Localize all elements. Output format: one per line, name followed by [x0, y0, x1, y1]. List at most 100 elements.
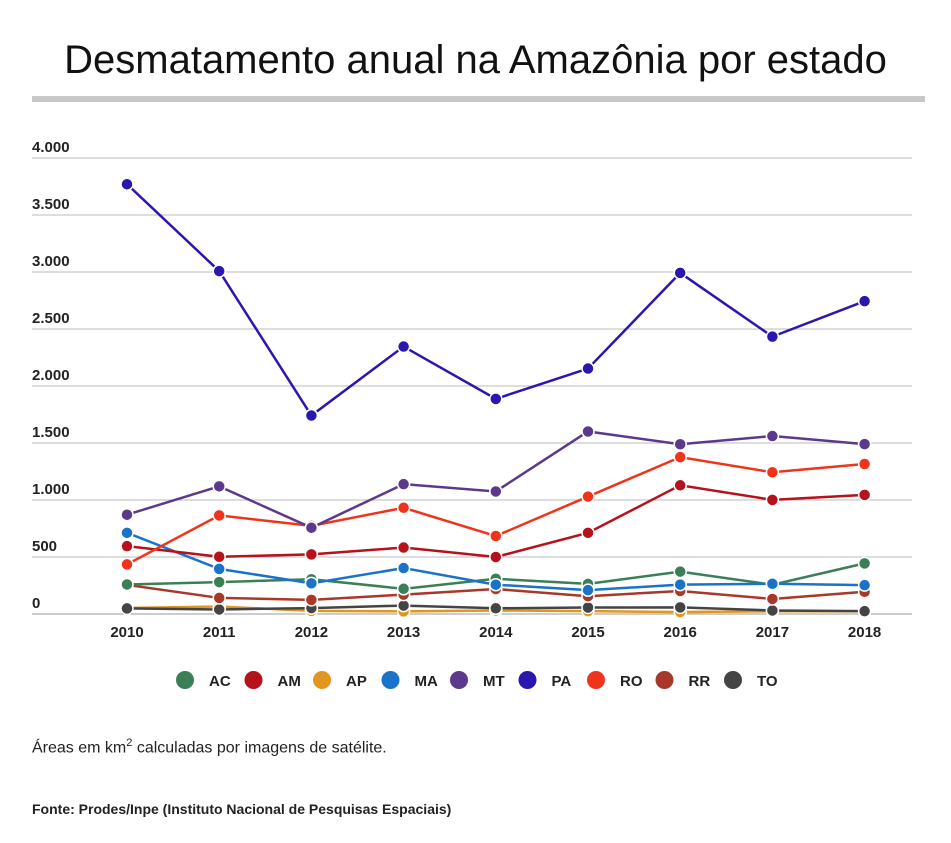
- data-point[interactable]: [120, 577, 134, 592]
- legend-label: TO: [757, 673, 778, 690]
- data-point[interactable]: [765, 577, 780, 591]
- data-point[interactable]: [212, 264, 226, 278]
- data-point[interactable]: [673, 564, 687, 579]
- data-point[interactable]: [212, 562, 226, 576]
- note-text-end: calculadas por imagens de satélite.: [132, 739, 387, 757]
- data-point[interactable]: [673, 600, 687, 615]
- data-point[interactable]: [304, 520, 319, 535]
- data-point[interactable]: [212, 508, 226, 523]
- legend-item-ac[interactable]: AC: [176, 671, 231, 690]
- data-point[interactable]: [581, 489, 595, 504]
- legend-label: RR: [689, 673, 711, 690]
- data-point[interactable]: [673, 450, 687, 464]
- legend-marker: [724, 671, 742, 689]
- title-divider: [32, 96, 925, 102]
- data-point[interactable]: [857, 578, 872, 592]
- chart-title: Desmatamento anual na Amazônia por estad…: [64, 38, 887, 82]
- data-point[interactable]: [489, 577, 503, 592]
- data-point[interactable]: [857, 437, 872, 451]
- legend-marker: [587, 671, 605, 689]
- data-point[interactable]: [212, 591, 226, 605]
- data-point[interactable]: [765, 329, 780, 344]
- data-point[interactable]: [673, 478, 687, 493]
- data-point[interactable]: [765, 592, 780, 606]
- data-point[interactable]: [212, 602, 226, 617]
- data-point[interactable]: [581, 583, 595, 597]
- series-line: [126, 455, 865, 566]
- data-point[interactable]: [120, 539, 134, 553]
- x-tick-label: 2018: [848, 624, 881, 641]
- data-point[interactable]: [396, 561, 411, 575]
- source-text: Fonte: Prodes/Inpe (Instituto Nacional d…: [32, 801, 452, 817]
- series-line: [126, 430, 865, 530]
- data-point[interactable]: [489, 392, 503, 406]
- y-tick-label: 500: [32, 538, 57, 555]
- data-point[interactable]: [212, 550, 226, 564]
- data-point[interactable]: [581, 600, 595, 615]
- y-tick-label: 1.000: [32, 481, 70, 498]
- legend-marker: [244, 671, 263, 689]
- data-point[interactable]: [304, 408, 319, 423]
- data-point[interactable]: [673, 437, 687, 452]
- legend-label: PA: [552, 673, 572, 690]
- legend-marker: [176, 671, 194, 689]
- x-tick-label: 2017: [756, 624, 789, 641]
- data-point[interactable]: [120, 526, 134, 540]
- legend-item-ap[interactable]: AP: [313, 671, 367, 690]
- legend-label: AC: [209, 673, 231, 690]
- legend-marker: [381, 671, 400, 689]
- data-point[interactable]: [396, 339, 411, 354]
- series-mt: [120, 424, 872, 535]
- data-point[interactable]: [765, 465, 780, 480]
- series-line: [126, 183, 866, 418]
- data-point[interactable]: [396, 540, 411, 555]
- data-point[interactable]: [396, 582, 411, 596]
- x-tick-label: 2012: [295, 624, 328, 641]
- data-point[interactable]: [212, 575, 226, 589]
- data-point[interactable]: [857, 457, 872, 471]
- data-point[interactable]: [673, 266, 687, 280]
- note-text: Áreas em km: [32, 739, 127, 757]
- data-point[interactable]: [120, 601, 134, 616]
- data-point[interactable]: [304, 576, 319, 591]
- data-point[interactable]: [857, 294, 872, 308]
- legend-marker: [518, 671, 537, 689]
- legend-item-mt[interactable]: MT: [450, 671, 505, 690]
- legend-label: AP: [346, 673, 367, 690]
- data-point[interactable]: [581, 424, 595, 439]
- data-point[interactable]: [489, 601, 503, 616]
- data-point[interactable]: [489, 484, 503, 499]
- data-point[interactable]: [673, 577, 687, 592]
- data-point[interactable]: [857, 604, 872, 618]
- data-point[interactable]: [489, 529, 503, 543]
- units-note: Áreas em km2 calculadas por imagens de s…: [32, 737, 387, 757]
- data-point[interactable]: [765, 429, 780, 443]
- data-point[interactable]: [489, 550, 503, 564]
- y-tick-label: 3.500: [32, 196, 70, 213]
- legend-item-to[interactable]: TO: [724, 671, 778, 690]
- data-point[interactable]: [120, 507, 134, 522]
- y-tick-label: 0: [32, 595, 40, 612]
- legend-label: MA: [415, 673, 438, 690]
- data-point[interactable]: [857, 556, 872, 571]
- data-point[interactable]: [581, 526, 595, 540]
- legend-item-pa[interactable]: PA: [518, 671, 572, 690]
- data-point[interactable]: [120, 557, 134, 572]
- y-tick-label: 4.000: [32, 139, 70, 156]
- legend-item-am[interactable]: AM: [244, 671, 301, 690]
- data-point[interactable]: [212, 479, 226, 494]
- series-pa: [120, 177, 872, 423]
- data-point[interactable]: [304, 547, 319, 562]
- data-point[interactable]: [120, 177, 134, 191]
- data-point[interactable]: [396, 501, 411, 515]
- data-point[interactable]: [304, 593, 319, 607]
- data-point[interactable]: [857, 488, 872, 502]
- data-point[interactable]: [765, 603, 780, 618]
- data-point[interactable]: [396, 477, 411, 491]
- legend-item-ro[interactable]: RO: [587, 671, 643, 690]
- data-point[interactable]: [581, 361, 595, 376]
- legend-label: RO: [620, 673, 643, 690]
- legend-item-ma[interactable]: MA: [381, 671, 438, 690]
- data-point[interactable]: [765, 493, 780, 507]
- legend-item-rr[interactable]: RR: [655, 671, 711, 690]
